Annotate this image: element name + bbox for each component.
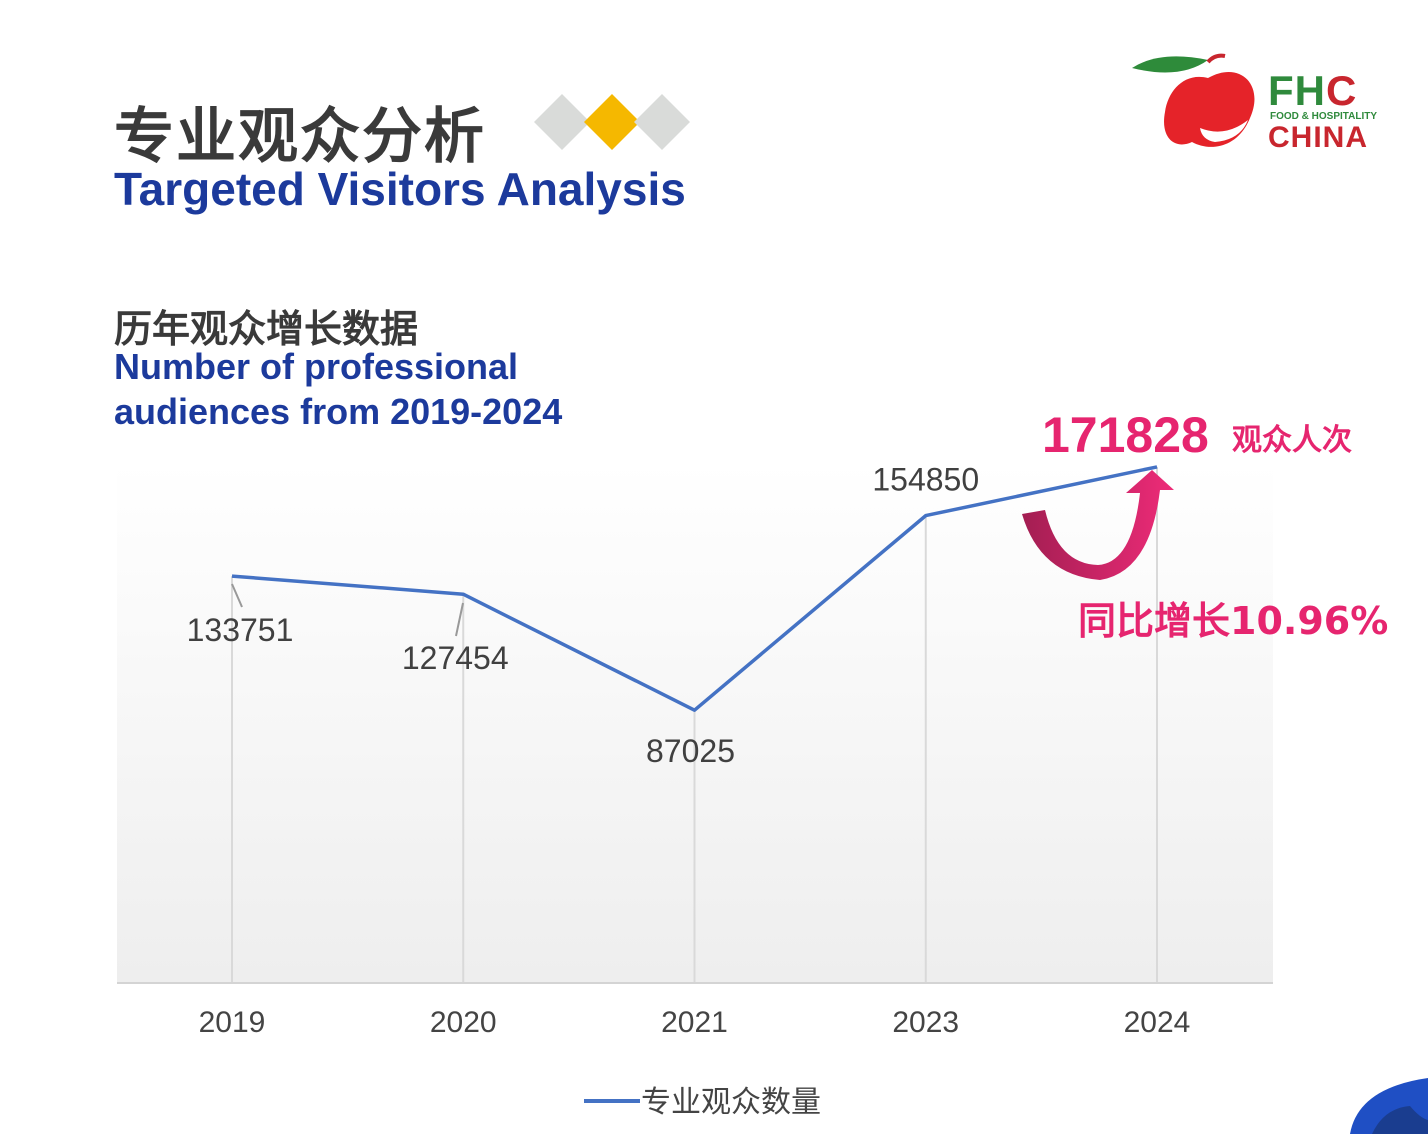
callout-unit: 观众人次 [1232, 423, 1352, 458]
x-tick-label: 2019 [199, 1006, 266, 1039]
apple-logo-icon [1132, 53, 1255, 147]
callout-value: 171828 [1042, 407, 1209, 463]
logo-china-text: CHINA [1268, 121, 1368, 154]
label-leader-line [231, 583, 243, 608]
diamond-right [634, 94, 690, 150]
series-line [231, 465, 1158, 712]
fhc-china-logo: FHC FOOD & HOSPITALITY CHINA [1130, 50, 1400, 160]
label-leader-line [455, 602, 464, 637]
x-tick-label: 2024 [1124, 1006, 1191, 1039]
x-tick-label: 2023 [892, 1006, 959, 1039]
growth-rate-label: 同比增长10.96% [1078, 599, 1388, 643]
section-title-english: Number of professional audiences from 20… [114, 346, 563, 432]
logo-tagline: FOOD & HOSPITALITY [1270, 111, 1378, 122]
section-title: 历年观众增长数据 [114, 307, 419, 351]
x-tick-label: 2021 [661, 1006, 728, 1039]
diamond-left [534, 94, 590, 150]
data-label: 133751 [187, 612, 294, 648]
legend-label: 专业观众数量 [641, 1085, 821, 1120]
page-title: 专业观众分析 [114, 102, 486, 172]
page-title-english: Targeted Visitors Analysis [114, 163, 686, 215]
decorative-diamonds [534, 94, 690, 150]
diamond-middle [584, 94, 640, 150]
x-tick-label: 2020 [430, 1006, 497, 1039]
data-label: 127454 [402, 640, 509, 676]
logo-fhc-text: FHC [1268, 67, 1358, 114]
corner-decoration [1350, 1078, 1428, 1134]
data-label: 154850 [872, 462, 979, 498]
data-label: 87025 [646, 733, 735, 769]
growth-arrow-icon [1022, 470, 1174, 580]
